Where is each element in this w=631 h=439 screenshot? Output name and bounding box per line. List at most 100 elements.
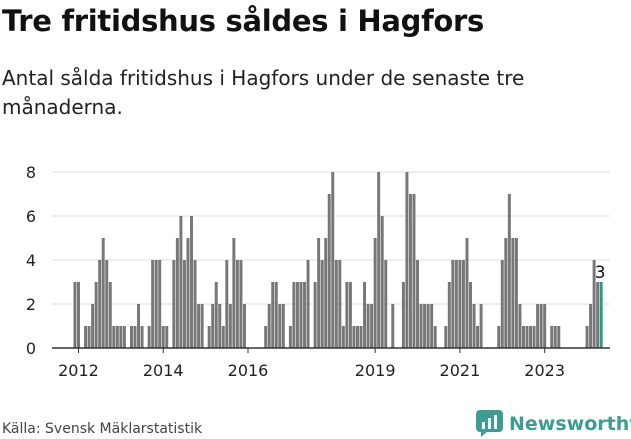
x-tick-label: 2014 xyxy=(143,361,184,380)
bar xyxy=(500,260,504,348)
bar xyxy=(317,238,321,348)
bar xyxy=(197,304,201,348)
bar-latest xyxy=(599,282,603,348)
bar-chart: 0 2 4 6 8 2012 2014 2016 2019 2021 2023 3 xyxy=(26,163,610,380)
bar xyxy=(190,216,193,348)
bar xyxy=(430,304,434,348)
bar xyxy=(511,238,515,348)
bar xyxy=(274,282,278,348)
y-tick-label: 4 xyxy=(26,251,36,270)
bar xyxy=(416,260,420,348)
bar xyxy=(345,282,349,348)
bar xyxy=(521,326,525,348)
x-axis-tick-labels: 2012 2014 2016 2019 2021 2023 xyxy=(58,361,565,380)
bar xyxy=(476,326,480,348)
bar xyxy=(182,260,186,348)
x-tick-label: 2023 xyxy=(524,361,565,380)
bar xyxy=(232,238,236,348)
bar xyxy=(225,260,229,348)
bar xyxy=(165,326,169,348)
bar xyxy=(550,326,554,348)
bar xyxy=(267,304,271,348)
x-tick-label: 2012 xyxy=(58,361,99,380)
bar xyxy=(592,260,596,348)
bar xyxy=(384,260,388,348)
bar xyxy=(405,172,409,348)
bar xyxy=(529,326,533,348)
bar xyxy=(472,304,476,348)
bar xyxy=(525,326,529,348)
bar xyxy=(401,282,405,348)
bar xyxy=(105,260,109,348)
bar xyxy=(423,304,427,348)
bar xyxy=(461,260,465,348)
bar xyxy=(115,326,119,348)
bar xyxy=(98,260,102,348)
bar xyxy=(200,304,204,348)
chart-subtitle: Antal sålda fritidshus i Hagfors under d… xyxy=(2,66,525,119)
x-tick-label: 2021 xyxy=(440,361,481,380)
bar xyxy=(303,282,306,348)
bar xyxy=(370,304,374,348)
bar xyxy=(408,194,412,348)
bar xyxy=(479,304,483,348)
x-tick-label: 2016 xyxy=(228,361,269,380)
bar xyxy=(469,282,472,348)
bar xyxy=(359,326,363,348)
x-axis xyxy=(52,347,610,353)
bar xyxy=(444,326,448,348)
bar xyxy=(154,260,158,348)
bar xyxy=(112,326,116,348)
bar xyxy=(356,326,359,348)
bar xyxy=(242,304,246,348)
bar xyxy=(412,194,416,348)
y-tick-label: 2 xyxy=(26,295,36,314)
bar xyxy=(214,282,218,348)
bars xyxy=(73,172,603,348)
bar xyxy=(281,304,285,348)
bar xyxy=(539,304,543,348)
bar xyxy=(338,260,342,348)
bar xyxy=(91,304,95,348)
bar xyxy=(313,282,317,348)
data-labels: 3 xyxy=(595,263,606,283)
y-tick-label: 0 xyxy=(26,339,36,358)
bar xyxy=(458,260,462,348)
newsworthy-logo-icon xyxy=(476,410,503,437)
bar xyxy=(352,326,356,348)
bar xyxy=(161,326,165,348)
last-value-label: 3 xyxy=(595,263,606,283)
bar xyxy=(366,304,370,348)
bar xyxy=(363,282,367,348)
bar xyxy=(447,282,451,348)
bar xyxy=(299,282,303,348)
bar xyxy=(433,326,437,348)
bar xyxy=(557,326,561,348)
chart-title: Tre fritidshus såldes i Hagfors xyxy=(2,4,484,38)
bar xyxy=(497,326,501,348)
bar xyxy=(334,260,338,348)
bar xyxy=(158,260,162,348)
bar xyxy=(122,326,126,348)
bar xyxy=(341,326,345,348)
y-tick-label: 8 xyxy=(26,163,36,182)
bar xyxy=(324,238,328,348)
bar xyxy=(84,326,88,348)
bar xyxy=(133,326,137,348)
brand-logo[interactable]: Newsworthy xyxy=(476,410,631,437)
bar xyxy=(228,304,232,348)
bar xyxy=(514,238,518,348)
bar xyxy=(451,260,455,348)
bar xyxy=(380,216,384,348)
bar xyxy=(327,194,331,348)
bar xyxy=(186,238,190,348)
bar xyxy=(207,326,211,348)
bar xyxy=(77,282,80,348)
bar xyxy=(518,304,522,348)
bar xyxy=(320,260,324,348)
bar xyxy=(151,260,155,348)
bar xyxy=(87,326,91,348)
bar xyxy=(147,326,151,348)
bar xyxy=(221,326,225,348)
bar xyxy=(292,282,296,348)
